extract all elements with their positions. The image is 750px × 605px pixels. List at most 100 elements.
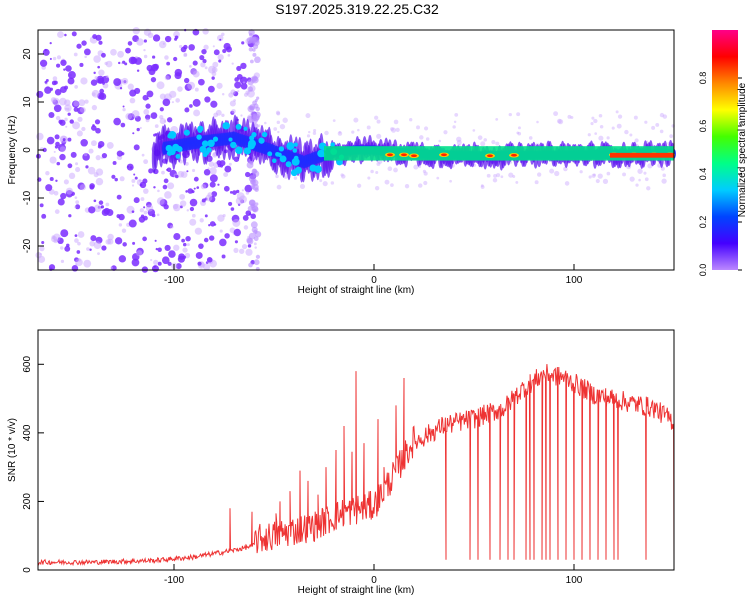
spectrogram-noise-point: [624, 129, 629, 135]
spectrogram-noise-point: [223, 185, 230, 192]
spectrogram-noise-point: [53, 190, 59, 196]
spectrogram-noise-point: [256, 96, 260, 100]
spectrogram-noise-point: [57, 31, 64, 39]
spectrogram-noise-point: [178, 253, 185, 260]
spectrogram-noise-point: [253, 115, 257, 119]
spectrogram-noise-point: [234, 77, 239, 82]
spectrogram-noise-point: [404, 183, 410, 189]
spectrogram-noise-point: [423, 180, 428, 186]
spectrogram-noise-point: [173, 56, 178, 62]
spectrogram-noise-point: [169, 90, 177, 98]
spectrogram-noise-point: [120, 122, 126, 128]
spectrogram-noise-point: [78, 99, 86, 107]
spectrogram-noise-point: [93, 172, 99, 178]
spectrogram-noise-point: [228, 162, 232, 166]
spectrogram-noise-point: [138, 179, 142, 182]
spectrogram-noise-point: [117, 50, 124, 58]
spectrogram-noise-point: [90, 235, 97, 242]
spectrogram-x-tick-label: 100: [566, 275, 583, 286]
spectrogram-noise-point: [143, 159, 149, 165]
spectrogram-noise-point: [144, 114, 151, 120]
spectrogram-noise-point: [56, 63, 61, 68]
spectrogram-noise-point: [191, 190, 195, 193]
spectrogram-noise-point: [493, 173, 498, 178]
spectrogram-noise-point: [119, 176, 125, 182]
spectrogram-noise-point: [99, 88, 105, 94]
spectrogram-noise-point: [135, 55, 138, 59]
spectrogram-noise-point: [93, 241, 102, 250]
spectrogram-noise-point: [393, 119, 399, 125]
snr-y-ticks: 0 200 400 600: [22, 356, 44, 573]
spectrogram-noise-point: [90, 79, 98, 86]
spectrogram-noise-point: [223, 172, 229, 177]
spectrogram-noise-point: [67, 77, 75, 85]
spectrogram-noise-point: [273, 127, 278, 131]
spectrogram-noise-point: [480, 184, 484, 188]
spectrogram-noise-point: [237, 90, 240, 93]
spectrogram-noise-point: [217, 54, 224, 61]
spectrogram-noise-point: [150, 77, 157, 83]
spectrogram-noise-point: [241, 189, 244, 192]
spectrogram-noise-point: [332, 119, 336, 123]
spectrogram-noise-point: [204, 66, 208, 70]
spectrogram-band-peak: [207, 139, 215, 148]
spectrogram-noise-point: [186, 243, 190, 247]
spectrogram-noise-point: [184, 107, 190, 113]
spectrogram-noise-point: [199, 54, 205, 61]
spectrogram-noise-point: [185, 235, 191, 242]
spectrogram-noise-point: [200, 62, 206, 68]
colorbar-tick-label: 0.2: [698, 216, 708, 229]
spectrogram-noise-point: [390, 127, 397, 133]
spectrogram-noise-point: [228, 92, 234, 98]
spectrogram-band-peak: [293, 142, 298, 147]
spectrogram-noise-point: [245, 248, 253, 256]
spectrogram-noise-point: [207, 85, 215, 93]
spectrogram-noise-point: [140, 197, 145, 201]
spectrogram-noise-point: [131, 179, 136, 183]
spectrogram-noise-point: [51, 97, 60, 106]
spectrogram-noise-point: [80, 77, 88, 85]
snr-x-tick-label: 0: [371, 575, 377, 586]
spectrogram-noise-point: [187, 81, 196, 90]
spectrogram-noise-point: [254, 99, 258, 103]
spectrogram-noise-point: [221, 113, 225, 117]
spectrogram-noise-point: [119, 87, 123, 90]
spectrogram-noise-point: [75, 200, 80, 204]
spectrogram-noise-point: [634, 138, 639, 143]
spectrogram-noise-point: [153, 259, 159, 266]
spectrogram-noise-point: [629, 133, 633, 137]
spectrogram-noise-point: [65, 65, 72, 72]
spectrogram-noise-point: [67, 71, 76, 79]
spectrogram-noise-point: [93, 199, 97, 203]
spectrogram-noise-point: [643, 171, 647, 175]
colorbar-tick-label: 0.0: [698, 264, 708, 277]
spectrogram-noise-point: [248, 199, 256, 206]
spectrogram-noise-point: [216, 34, 224, 42]
spectrogram-x-ticks: -100 0 100: [164, 264, 583, 286]
spectrogram-noise-point: [308, 130, 311, 134]
spectrogram-noise-point: [196, 186, 200, 189]
spectrogram-band-peak: [247, 139, 256, 148]
spectrogram-noise-point: [243, 225, 249, 230]
spectrogram-y-tick-label: -10: [22, 190, 33, 205]
spectrogram-noise-point: [83, 152, 88, 157]
spectrogram-noise-point: [60, 59, 67, 66]
spectrogram-noise-point: [98, 69, 105, 76]
spectrogram-noise-point: [254, 56, 261, 64]
spectrogram-noise-point: [305, 113, 311, 119]
spectrogram-y-tick-label: -20: [22, 238, 33, 253]
spectrogram-noise-point: [192, 28, 200, 36]
spectrogram-noise-point: [71, 31, 77, 37]
spectrogram-noise-point: [655, 122, 660, 127]
spectrogram-noise-point: [95, 155, 101, 161]
spectrogram-noise-point: [36, 90, 44, 98]
spectrogram-noise-point: [276, 111, 281, 116]
spectrogram-noise-point: [248, 232, 256, 240]
spectrogram-noise-point: [156, 213, 160, 217]
spectrogram-noise-point: [143, 206, 146, 209]
spectrogram-noise-point: [63, 85, 69, 90]
spectrogram-noise-point: [60, 259, 65, 263]
spectrogram-noise-point: [376, 119, 381, 124]
spectrogram-noise-point: [95, 127, 101, 134]
spectrogram-noise-point: [162, 184, 168, 190]
